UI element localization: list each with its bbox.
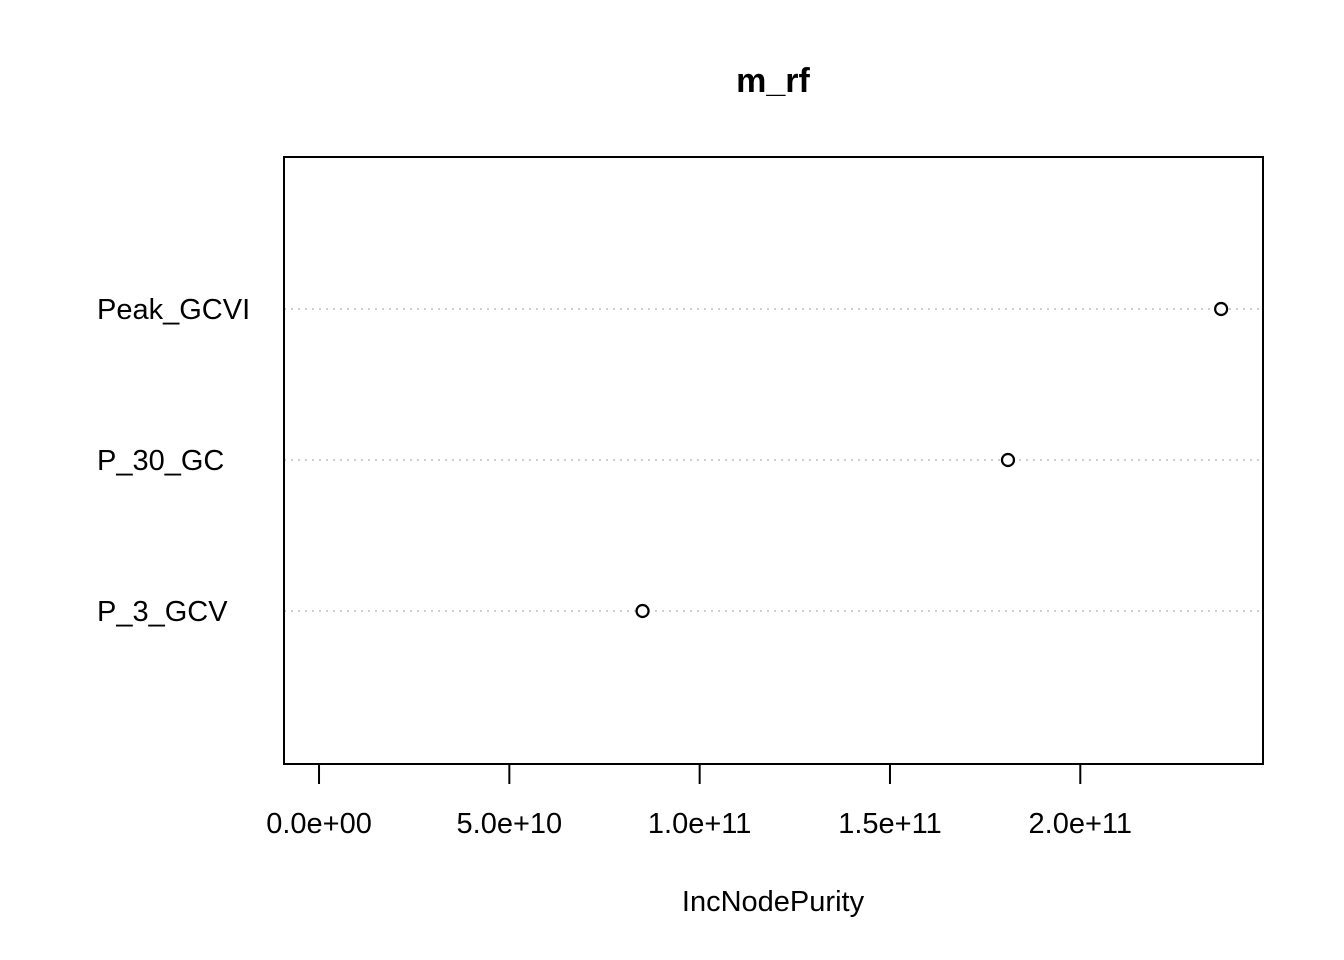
- x-tick-label: 1.5e+11: [838, 808, 941, 840]
- data-points: [635, 301, 1229, 619]
- x-tick-label: 5.0e+10: [457, 808, 563, 840]
- grid-lines: [284, 308, 1263, 612]
- x-axis-label: IncNodePurity: [682, 886, 865, 918]
- category-label: P_30_GC: [97, 445, 224, 477]
- x-tick-label: 1.0e+11: [648, 808, 751, 840]
- chart-title: m_rf: [736, 62, 810, 100]
- category-labels: Peak_GCVI P_30_GC P_3_GCV: [97, 294, 250, 628]
- data-point: [1000, 452, 1016, 468]
- x-tick-label: 0.0e+00: [266, 808, 372, 840]
- category-label: Peak_GCVI: [97, 294, 250, 326]
- data-point: [1214, 301, 1229, 317]
- category-label: P_3_GCV: [97, 596, 228, 628]
- plot-frame: [283, 156, 1264, 765]
- x-axis: 0.0e+00 5.0e+10 1.0e+11 1.5e+11 2.0e+11: [266, 763, 1132, 840]
- x-tick-label: 2.0e+11: [1029, 808, 1132, 840]
- data-point: [635, 603, 650, 619]
